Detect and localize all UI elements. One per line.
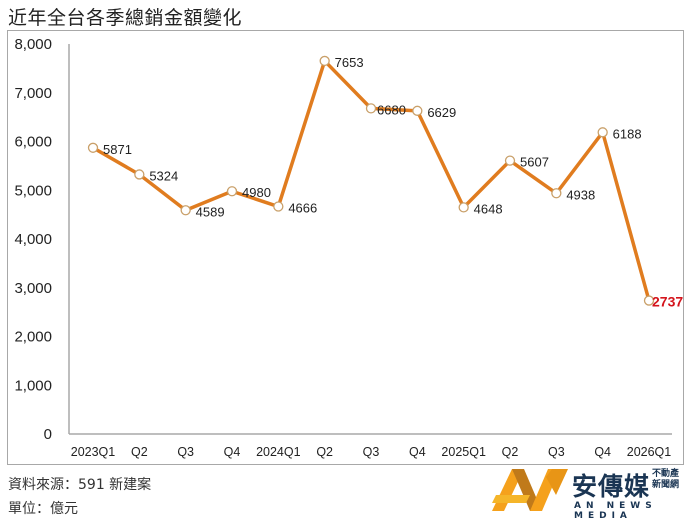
x-tick-label: Q2 — [131, 445, 148, 459]
logo-subtitle: 不動產 新聞網 — [652, 469, 679, 491]
data-point-marker — [504, 155, 516, 166]
logo-sub-line1: 不動產 — [652, 469, 680, 479]
data-point-marker — [458, 202, 469, 213]
series-line — [87, 55, 655, 306]
y-tick-label: 4,000 — [14, 231, 52, 248]
y-tick-label: 5,000 — [14, 182, 52, 199]
data-point-marker — [412, 105, 423, 116]
x-tick-label: Q3 — [177, 445, 194, 459]
y-tick-label: 1,000 — [14, 377, 52, 394]
x-tick-label: 2023Q1 — [71, 445, 116, 459]
x-tick-label: 2026Q1 — [627, 445, 672, 459]
y-axis: 0 1,000 2,000 3,000 4,000 5,000 6,000 7,000 8,00… — [14, 36, 70, 443]
x-tick-label: Q4 — [594, 445, 611, 459]
data-point-marker — [319, 55, 330, 67]
x-tick-label: Q2 — [502, 445, 519, 459]
logo-sub-line2: 新聞網 — [652, 480, 680, 490]
y-tick-label: 2,000 — [14, 329, 52, 346]
chart-title: 近年全台各季總銷金額變化 — [8, 7, 243, 29]
data-point-marker — [597, 127, 608, 138]
logo-name-cn: 安傳媒 — [572, 472, 651, 501]
y-tick-label: 0 — [44, 426, 52, 443]
data-point-marker — [180, 205, 191, 216]
data-label: 6188 — [613, 126, 642, 141]
data-label: 6629 — [427, 105, 456, 120]
data-point-marker — [87, 142, 99, 153]
data-label: 4648 — [474, 201, 503, 216]
x-tick-label: 2024Q1 — [256, 445, 301, 459]
y-tick-label: 7,000 — [14, 85, 52, 102]
data-label: 4589 — [196, 204, 225, 219]
data-label: 5871 — [103, 142, 132, 157]
x-tick-label: Q4 — [224, 445, 241, 459]
x-tick-label: 2025Q1 — [441, 445, 486, 459]
data-label: 4980 — [242, 185, 271, 200]
data-labels: 5871 5324 4589 4980 4666 7653 6680 6629 4648 5607… — [103, 55, 683, 310]
data-label: 5607 — [520, 155, 549, 170]
data-point-marker — [273, 201, 284, 212]
data-point-marker — [226, 186, 238, 197]
data-point-marker — [551, 188, 562, 199]
logo-name-en: AN NEWS MEDIA — [574, 501, 657, 521]
unit-note: 單位：億元 — [8, 501, 78, 517]
x-tick-label: Q2 — [316, 445, 333, 459]
source-note: 資料來源：591 新建案 — [8, 477, 152, 493]
data-point-marker — [134, 169, 145, 180]
chart-frame — [7, 30, 684, 465]
y-tick-label: 6,000 — [14, 134, 52, 151]
x-tick-label: Q4 — [409, 445, 426, 459]
brand-logo: 安傳媒 不動產 新聞網 AN NEWS MEDIA — [490, 465, 690, 521]
data-point-marker — [643, 295, 655, 306]
data-label: 7653 — [335, 55, 364, 70]
x-tick-label: Q3 — [363, 445, 380, 459]
data-point-marker — [365, 103, 377, 114]
x-axis: 2023Q1 Q2 Q3 Q4 2024Q1 Q2 Q3 Q4 2025Q1 Q2 Q3 Q4 2026… — [69, 433, 672, 459]
data-label: 4666 — [288, 201, 317, 216]
data-label: 4938 — [566, 187, 595, 202]
y-tick-label: 8,000 — [14, 36, 52, 53]
data-label: 6680 — [377, 102, 406, 117]
an-logo-icon — [492, 469, 568, 511]
data-label: 2737 — [652, 294, 683, 310]
x-tick-label: Q3 — [548, 445, 565, 459]
y-tick-label: 3,000 — [14, 280, 52, 297]
data-label: 5324 — [149, 168, 178, 183]
